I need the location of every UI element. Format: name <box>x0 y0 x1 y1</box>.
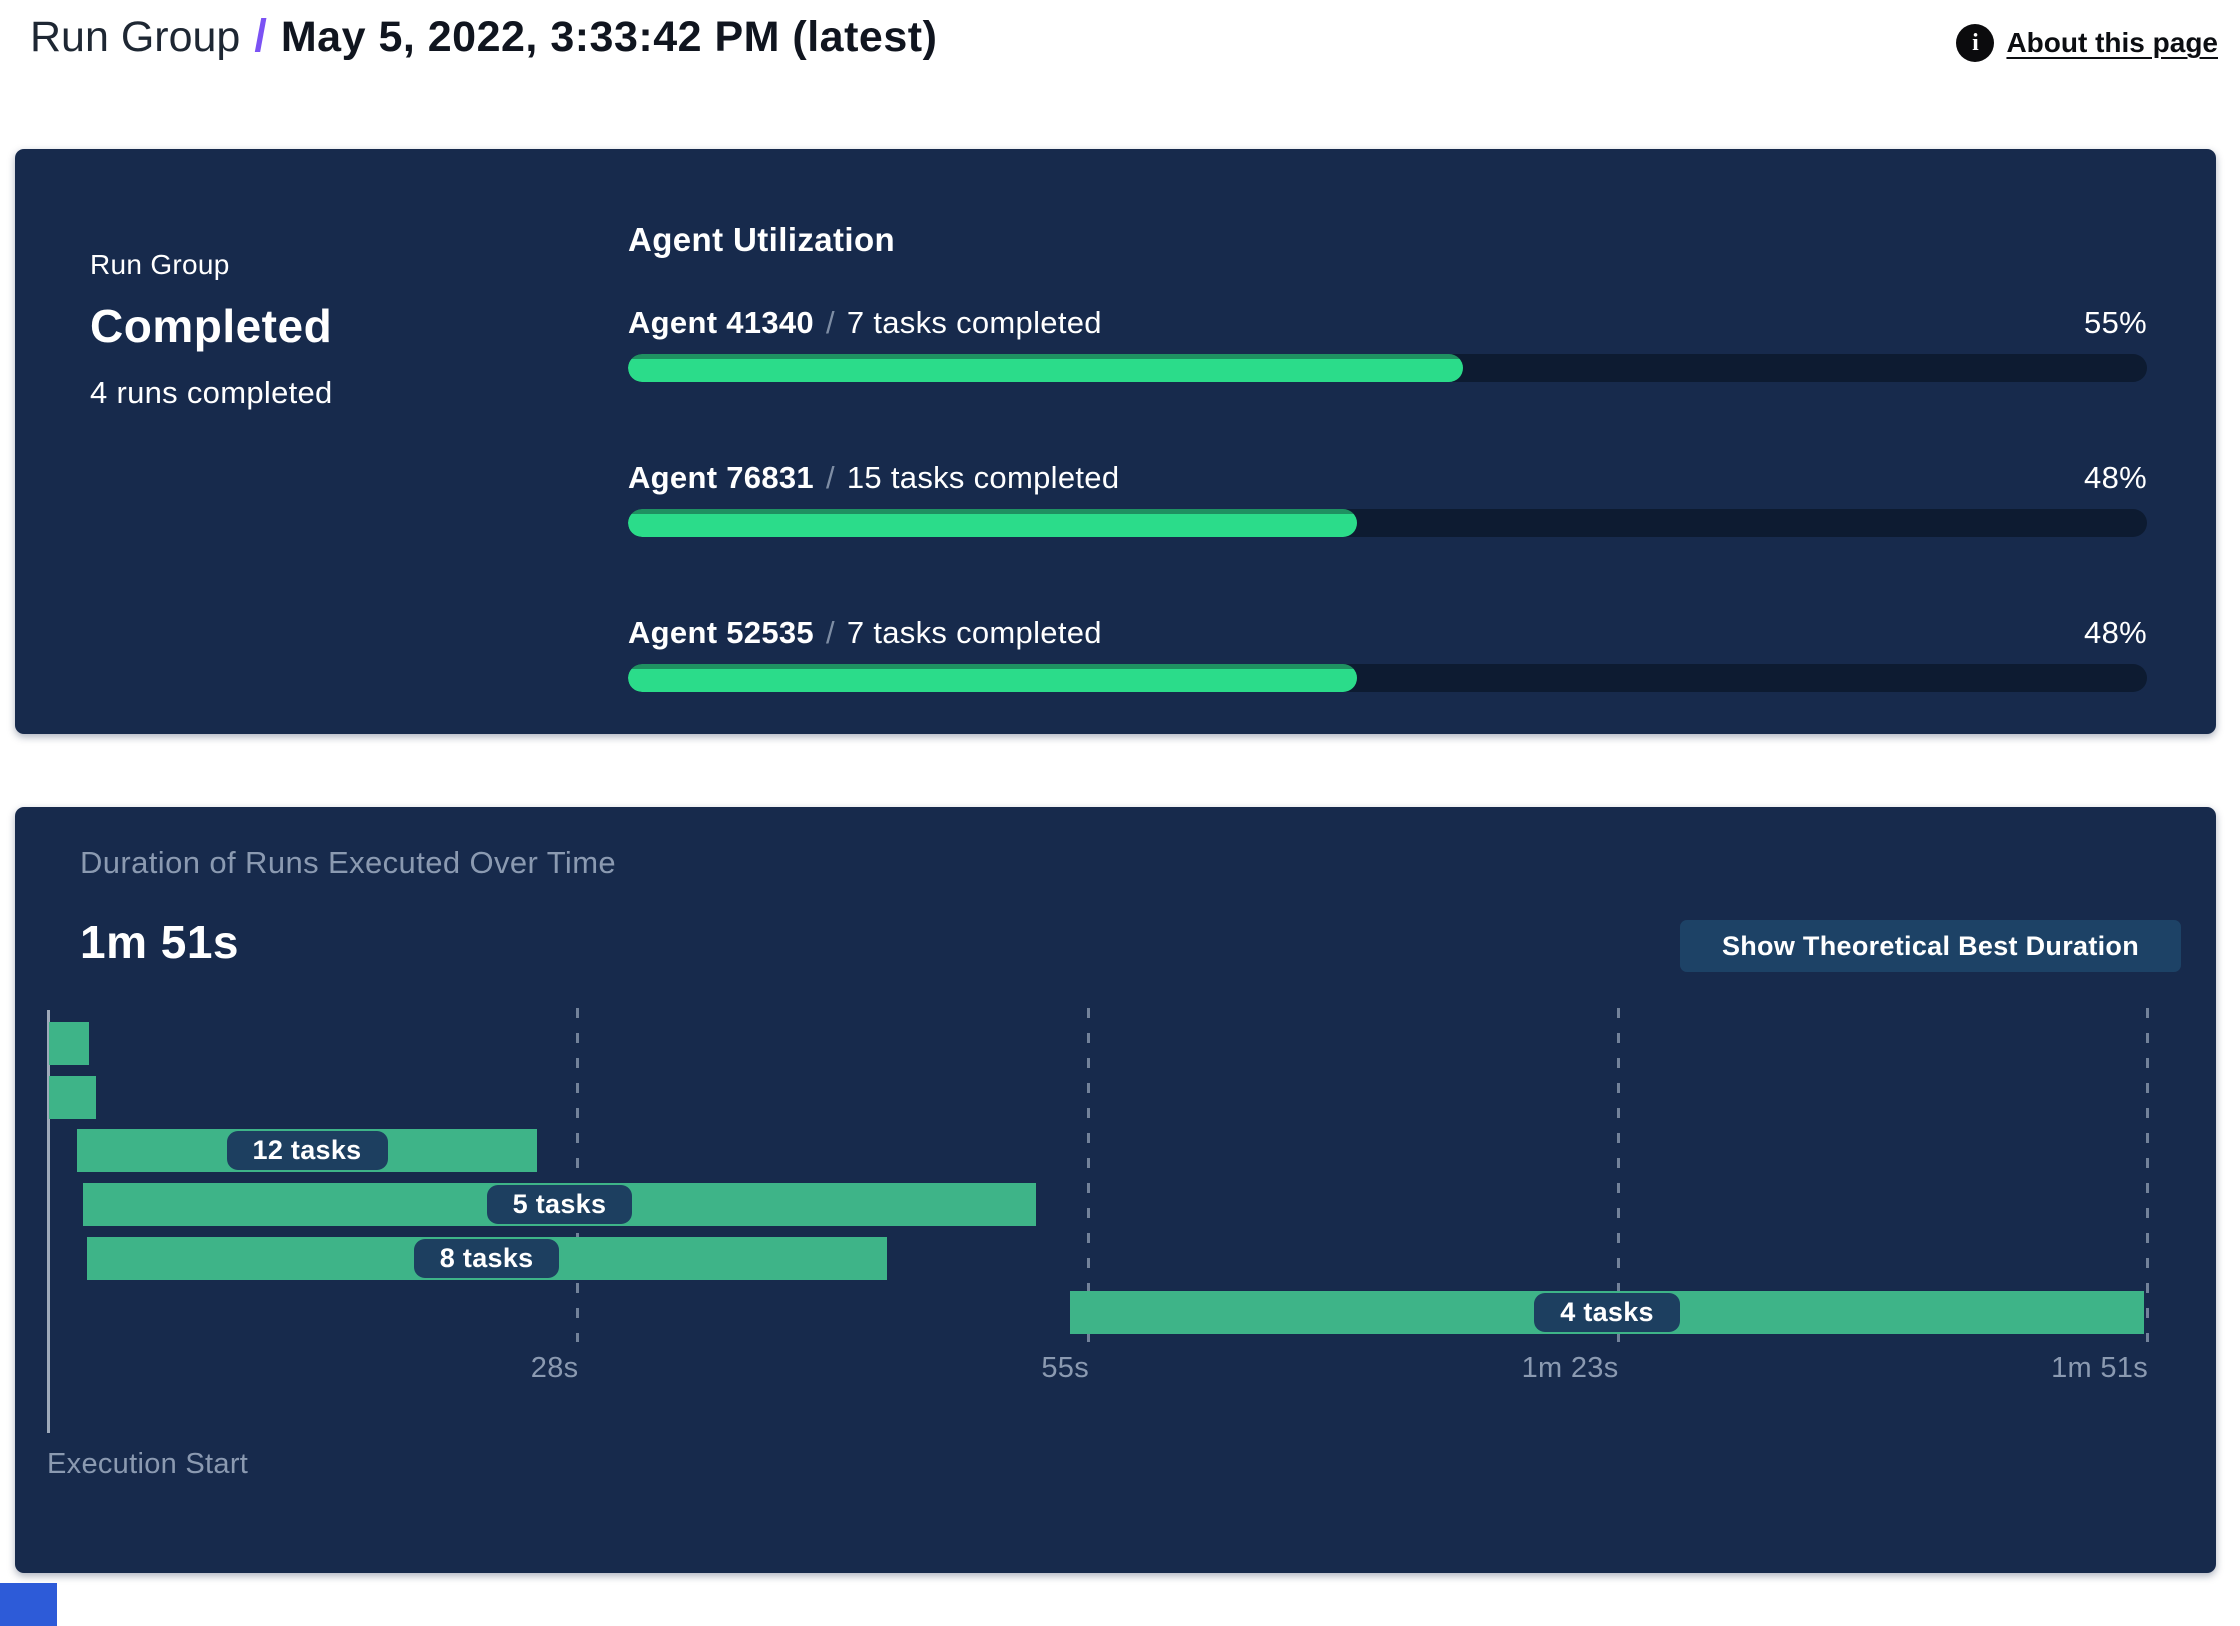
agent-row: Agent 76831 / 15 tasks completed 48% <box>628 460 2147 537</box>
gantt-bar[interactable]: 8 tasks <box>86 1237 887 1280</box>
agent-name: Agent 41340 <box>628 305 814 340</box>
duration-chart-title: Duration of Runs Executed Over Time <box>80 845 617 880</box>
show-theoretical-best-duration-button[interactable]: Show Theoretical Best Duration <box>1679 920 2181 972</box>
agent-name: Agent 76831 <box>628 460 814 495</box>
agent-row: Agent 41340 / 7 tasks completed 55% <box>628 305 2147 382</box>
breadcrumb-root: Run Group <box>30 13 241 61</box>
agent-tasks-completed: 7 tasks completed <box>846 615 1102 650</box>
agent-separator: / <box>825 305 835 340</box>
task-count-pill: 8 tasks <box>413 1239 560 1278</box>
runs-completed-count: 4 runs completed <box>90 375 333 410</box>
info-icon: i <box>1956 24 1995 62</box>
about-this-page[interactable]: i About this page <box>1956 24 2218 62</box>
agent-utilization-percent: 55% <box>2084 305 2147 340</box>
utilization-progress-fill <box>628 354 1464 382</box>
execution-start-axis-line <box>47 1010 50 1433</box>
run-group-label: Run Group <box>90 249 230 280</box>
gantt-bar[interactable]: 12 tasks <box>77 1129 537 1172</box>
agent-utilization-heading: Agent Utilization <box>628 221 896 258</box>
gantt-chart: 12 tasks 5 tasks 8 tasks 4 tasks 28s 55s 1m 2… <box>15 807 2216 1573</box>
utilization-progress-track <box>628 354 2147 382</box>
gridline <box>576 1008 580 1342</box>
gridline <box>2146 1008 2149 1342</box>
gantt-bar[interactable]: 4 tasks <box>1070 1291 2145 1334</box>
tick-label: 1m 51s <box>2051 1352 2148 1384</box>
run-group-summary-panel: Run Group Completed 4 runs completed Age… <box>15 149 2216 734</box>
tick-label: 1m 23s <box>1521 1352 1619 1384</box>
gantt-bar[interactable]: 5 tasks <box>82 1183 1036 1226</box>
agent-utilization-percent: 48% <box>2084 615 2147 650</box>
run-group-status: Completed <box>90 300 333 352</box>
gridline <box>1087 1008 1091 1342</box>
execution-start-label: Execution Start <box>47 1448 249 1480</box>
task-count-pill: 12 tasks <box>226 1131 388 1170</box>
agent-utilization-section: Agent Utilization Agent 41340 / 7 tasks … <box>628 221 2147 692</box>
gantt-bar[interactable] <box>48 1022 89 1065</box>
utilization-progress-fill <box>628 664 1358 692</box>
tick-label: 28s <box>530 1352 579 1384</box>
agent-separator: / <box>825 615 835 650</box>
total-duration-value: 1m 51s <box>80 916 240 968</box>
task-count-pill: 4 tasks <box>1534 1293 1680 1332</box>
run-group-status-column: Run Group Completed 4 runs completed <box>90 249 333 411</box>
utilization-progress-track <box>628 509 2147 537</box>
partial-element-bottom-left <box>0 1583 57 1626</box>
utilization-progress-track <box>628 664 2147 692</box>
gridline <box>1616 1008 1620 1342</box>
agent-separator: / <box>825 460 835 495</box>
agent-row: Agent 52535 / 7 tasks completed 48% <box>628 615 2147 692</box>
page-title: Run Group / May 5, 2022, 3:33:42 PM (lat… <box>30 10 937 62</box>
agent-tasks-completed: 7 tasks completed <box>846 305 1102 340</box>
page-header: Run Group / May 5, 2022, 3:33:42 PM (lat… <box>30 10 2218 80</box>
about-this-page-link[interactable]: About this page <box>2006 27 2218 58</box>
agent-utilization-percent: 48% <box>2084 460 2147 495</box>
tick-label: 55s <box>1041 1352 1090 1384</box>
gantt-bar[interactable] <box>48 1076 97 1119</box>
agent-tasks-completed: 15 tasks completed <box>846 460 1120 495</box>
duration-chart-panel: Duration of Runs Executed Over Time 1m 5… <box>15 807 2216 1573</box>
agent-name: Agent 52535 <box>628 615 814 650</box>
task-count-pill: 5 tasks <box>486 1185 633 1224</box>
run-timestamp-title: May 5, 2022, 3:33:42 PM (latest) <box>280 13 938 61</box>
utilization-progress-fill <box>628 509 1358 537</box>
breadcrumb-separator: / <box>254 10 267 61</box>
